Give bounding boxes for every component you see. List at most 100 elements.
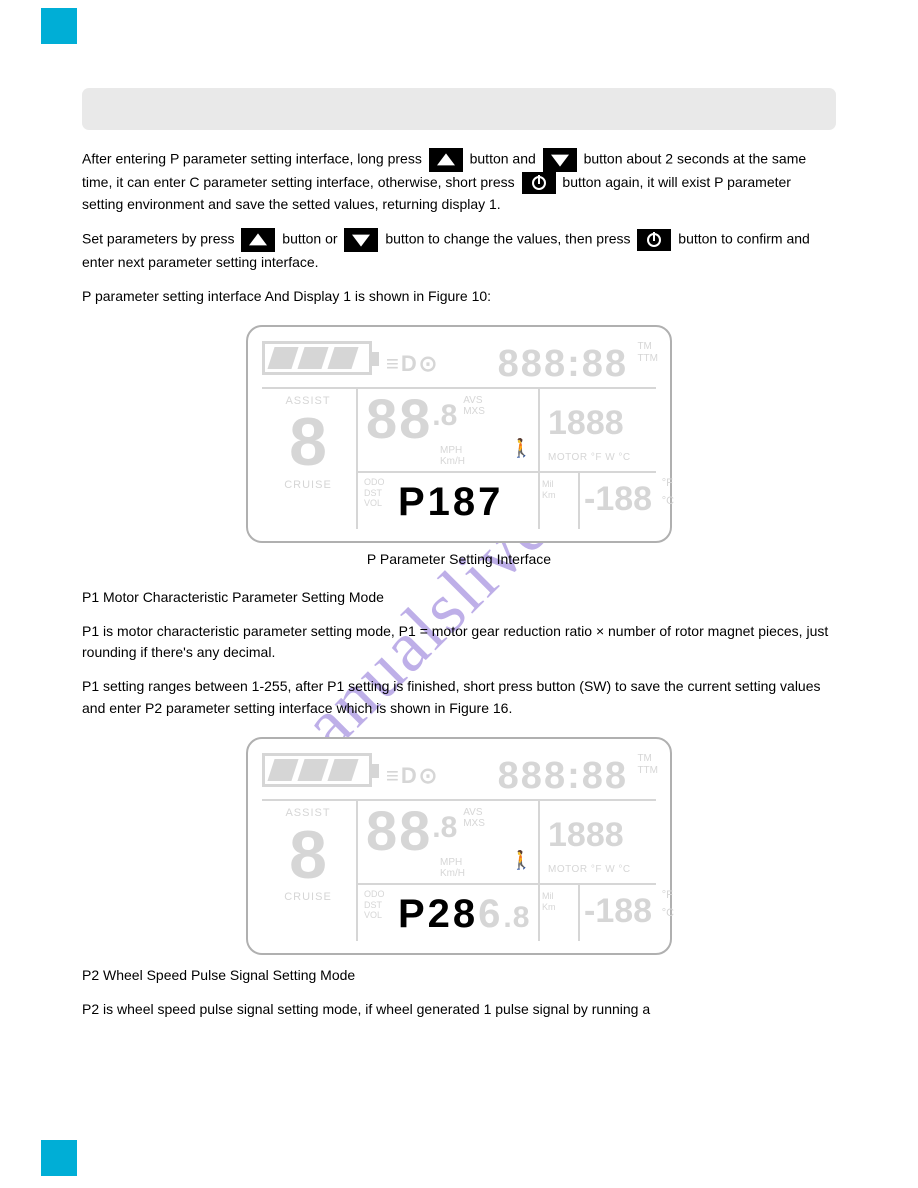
intro-line: P parameter setting interface And Displa… [82, 286, 836, 308]
speed-main: 88 [366, 803, 432, 859]
ttm-label: TTM [637, 353, 658, 365]
lcd-panel: ≡D⊙ 888:88 TM TTM ASSIST 8 CRUISE 88.8 A… [246, 325, 672, 543]
p1-title: P1 Motor Characteristic Parameter Settin… [82, 587, 836, 609]
divider [356, 799, 358, 941]
avs-mxs: AVS MXS [463, 395, 485, 417]
down-button-icon [543, 148, 577, 172]
motor-value: 1888 [548, 397, 631, 450]
walk-icon: 🚶 [510, 435, 532, 463]
temp-block: -188 °F °C [584, 885, 652, 938]
up-button-icon [241, 228, 275, 252]
walk-icon: 🚶 [510, 847, 532, 875]
divider [538, 387, 540, 529]
p2-title: P2 Wheel Speed Pulse Signal Setting Mode [82, 965, 836, 987]
temp-value: -188 [584, 892, 652, 930]
section-banner [82, 88, 836, 130]
mil-km-labels: Mil Km [542, 479, 556, 500]
avs-label: AVS [463, 807, 482, 818]
down-button-icon [344, 228, 378, 252]
vol-label: VOL [364, 910, 385, 920]
time-ghost: 888:88 [498, 335, 628, 394]
page-corner-tab-bottom [41, 1140, 77, 1176]
divider [356, 387, 358, 529]
text: button to change the values, then press [385, 231, 630, 247]
paragraph-2: Set parameters by press button or button… [82, 228, 836, 274]
up-button-icon [429, 148, 463, 172]
text: button and [470, 151, 540, 167]
assist-digit: 8 [266, 410, 350, 475]
mil-label: Mil [542, 479, 556, 489]
text: After entering P parameter setting inter… [82, 151, 426, 167]
lights-icon: ≡D⊙ [386, 347, 439, 381]
text: button or [282, 231, 337, 247]
kmh-label: Km/H [440, 456, 465, 467]
lcd-figure-1: ≡D⊙ 888:88 TM TTM ASSIST 8 CRUISE 88.8 A… [246, 325, 672, 571]
temp-value: -188 [584, 480, 652, 518]
divider [538, 799, 540, 941]
odo-label: ODO [364, 889, 385, 899]
p2-ghost-mid: 6 [478, 892, 503, 936]
tm-label: TM [637, 753, 658, 765]
vol-label: VOL [364, 498, 385, 508]
assist-digit: 8 [266, 823, 350, 888]
tm-labels: TM TTM [637, 341, 658, 365]
motor-block: 1888 MOTOR °F W °C [548, 397, 631, 465]
mph-label: MPH [440, 857, 462, 868]
param-value-display: P286.8 [398, 883, 530, 945]
p1-active: P187 [398, 480, 503, 524]
temp-units: °F °C [662, 475, 674, 510]
page-content: After entering P parameter setting inter… [82, 88, 836, 1021]
lcd-figure-2: ≡D⊙ 888:88 TM TTM ASSIST 8 CRUISE 88.8 A… [246, 737, 672, 955]
motor-value: 1888 [548, 809, 631, 862]
ttm-label: TTM [637, 765, 658, 777]
dst-label: DST [364, 488, 385, 498]
mil-km-labels: Mil Km [542, 891, 556, 912]
speed-units: MPH Km/H [440, 857, 485, 879]
temp-c: °C [662, 907, 674, 919]
lights-icon: ≡D⊙ [386, 759, 439, 793]
param-value-display: P187 [398, 471, 503, 533]
divider [262, 799, 656, 801]
tm-label: TM [637, 341, 658, 353]
speed-units: MPH Km/H [440, 445, 485, 467]
lcd-panel: ≡D⊙ 888:88 TM TTM ASSIST 8 CRUISE 88.8 A… [246, 737, 672, 955]
p1-text2: P1 setting ranges between 1-255, after P… [82, 676, 836, 719]
assist-block: ASSIST 8 CRUISE [266, 393, 350, 494]
p2-ghost-dec: .8 [503, 901, 530, 934]
temp-units: °F °C [662, 887, 674, 922]
battery-icon [262, 341, 372, 375]
cruise-label: CRUISE [266, 889, 350, 906]
assist-block: ASSIST 8 CRUISE [266, 805, 350, 906]
odo-labels: ODO DST VOL [364, 477, 385, 508]
cruise-label: CRUISE [266, 477, 350, 494]
mxs-label: MXS [463, 818, 485, 829]
km-label: Km [542, 490, 556, 500]
p2-text: P2 is wheel speed pulse signal setting m… [82, 999, 836, 1021]
kmh-label: Km/H [440, 868, 465, 879]
motor-label: MOTOR °F W °C [548, 450, 631, 466]
p2-active: P28 [398, 892, 478, 936]
odo-label: ODO [364, 477, 385, 487]
divider [578, 471, 580, 529]
power-button-icon [637, 229, 671, 251]
temp-block: -188 °F °C [584, 473, 652, 526]
speed-block: 88.8 AVS MXS MPH Km/H 🚶 [366, 803, 485, 879]
text: Set parameters by press [82, 231, 235, 247]
mil-label: Mil [542, 891, 556, 901]
tm-labels: TM TTM [637, 753, 658, 777]
temp-f: °F [662, 477, 673, 489]
page-corner-tab [41, 8, 77, 44]
motor-label: MOTOR °F W °C [548, 862, 631, 878]
battery-icon [262, 753, 372, 787]
speed-block: 88.8 AVS MXS MPH Km/H 🚶 [366, 391, 485, 467]
time-ghost: 888:88 [498, 747, 628, 806]
dst-label: DST [364, 900, 385, 910]
p1-text: P1 is motor characteristic parameter set… [82, 621, 836, 664]
avs-mxs: AVS MXS [463, 807, 485, 829]
temp-f: °F [662, 889, 673, 901]
divider [578, 883, 580, 941]
speed-dec: .8 [432, 805, 457, 852]
lcd1-caption: P Parameter Setting Interface [246, 549, 672, 571]
intro-paragraph: After entering P parameter setting inter… [82, 148, 836, 216]
mxs-label: MXS [463, 406, 485, 417]
